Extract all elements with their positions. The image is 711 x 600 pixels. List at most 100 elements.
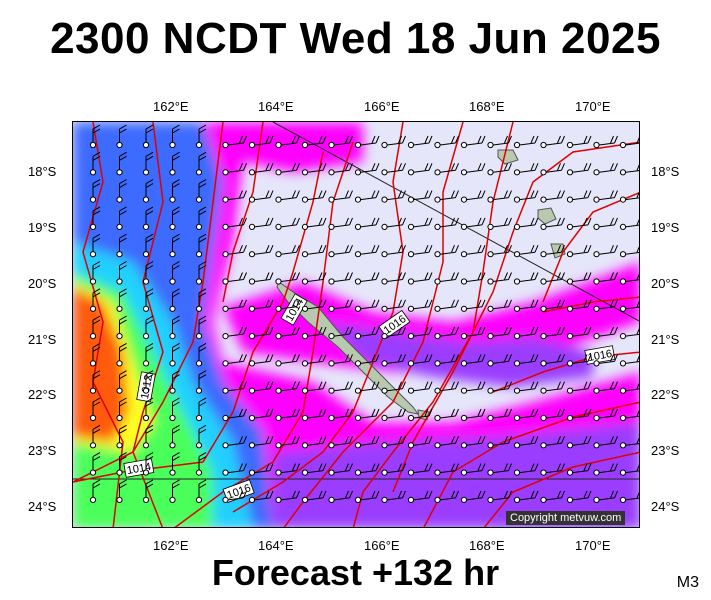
wind-barb [301,299,327,312]
wind-barb [460,190,486,203]
wind-barb [566,245,592,258]
wind-barb [301,408,327,422]
wind-barb [540,436,565,449]
wind-barb [434,408,459,422]
wind-barb [142,261,154,285]
wind-barb [434,272,459,285]
wind-barb [540,245,565,258]
wind-barb [619,464,639,476]
isobar-east-2 [392,141,639,493]
wind-barb [381,463,406,476]
wind-barb [460,381,486,394]
wind-barb [407,326,433,340]
wind-barb [195,452,207,476]
wind-barb [381,299,406,312]
wind-barb [487,326,512,340]
wind-barb [195,206,207,231]
wind-barb [460,490,486,503]
wind-barb [248,299,274,312]
wind-barb [275,272,300,285]
wind-barb [487,190,512,203]
wind-barb [116,370,127,394]
wind-barb [89,315,101,340]
wind-barb [460,436,486,449]
wind-barb [566,463,592,476]
wind-barb [222,245,247,258]
copyright-notice: Copyright metvuw.com [506,511,626,525]
wind-barb [301,354,327,367]
lat-label-left-22: 22°S [28,387,57,402]
wind-barb [460,354,486,367]
wind-barb [116,397,127,422]
wind-barb [222,381,247,394]
loyalty-island-lifou [537,207,557,225]
wind-barb [275,245,300,258]
wind-barb [195,342,207,367]
wind-barb [222,408,247,422]
wind-barb [301,163,327,176]
wind-barb [169,261,180,285]
wind-barb [116,288,127,312]
wind-barb [619,491,639,503]
wind-barb [275,217,300,231]
wind-barb [593,381,618,394]
wind-barb [354,354,380,367]
wind-barb [275,326,300,340]
wind-barb [169,342,180,367]
wind-barb [195,288,207,312]
wind-barb [142,479,154,503]
wind-barb [513,217,539,231]
wind-barb [381,354,406,367]
wind-barb [169,233,180,258]
wind-barb [328,326,353,340]
isobar-east-7 [483,451,639,527]
wind-barb [354,245,380,258]
wind-barb [434,190,459,203]
wind-barb [301,490,327,503]
wind-barb [434,217,459,231]
wind-barb [195,179,207,203]
wind-barb [381,190,406,203]
isobar-label-text: 1012 [139,374,155,400]
wind-barb [89,261,101,285]
wind-barb [301,245,327,258]
forecast-hour-label: Forecast +132 hr [211,552,500,593]
wind-barb [540,163,565,176]
wind-barb [354,381,380,394]
wind-barb [222,299,247,312]
wind-barb [275,490,300,503]
wind-barb [89,206,101,231]
wind-barb [513,463,539,476]
wind-barb [354,299,380,312]
wind-barb [169,370,180,394]
isobar-west-1 [82,122,124,527]
wind-barb [222,190,247,203]
wind-barb [89,233,101,258]
wind-barb [407,354,433,367]
wind-barb [593,436,618,449]
wind-barb [407,381,433,394]
wind-barb [619,328,639,340]
wind-barb [142,151,154,176]
wind-barb [301,135,327,149]
wind-barb [487,463,512,476]
wind-barb [513,272,539,285]
wind-barb [169,424,180,449]
wind-barb [116,479,127,503]
wind-barb [566,163,592,176]
wind-barb [381,163,406,176]
wind-barb [328,135,353,149]
wind-barb [301,326,327,340]
wind-barb [487,217,512,231]
wind-barb [116,206,127,231]
wind-barb [142,315,154,340]
wind-barb [593,490,618,503]
wind-barb [513,326,539,340]
wind-barb [301,217,327,231]
wind-barb [301,381,327,394]
lon-label-bottom-164: 164°E [258,538,294,553]
wind-barb [89,288,101,312]
wind-barb [434,490,459,503]
wind-barb [116,179,127,203]
wind-barb [275,463,300,476]
